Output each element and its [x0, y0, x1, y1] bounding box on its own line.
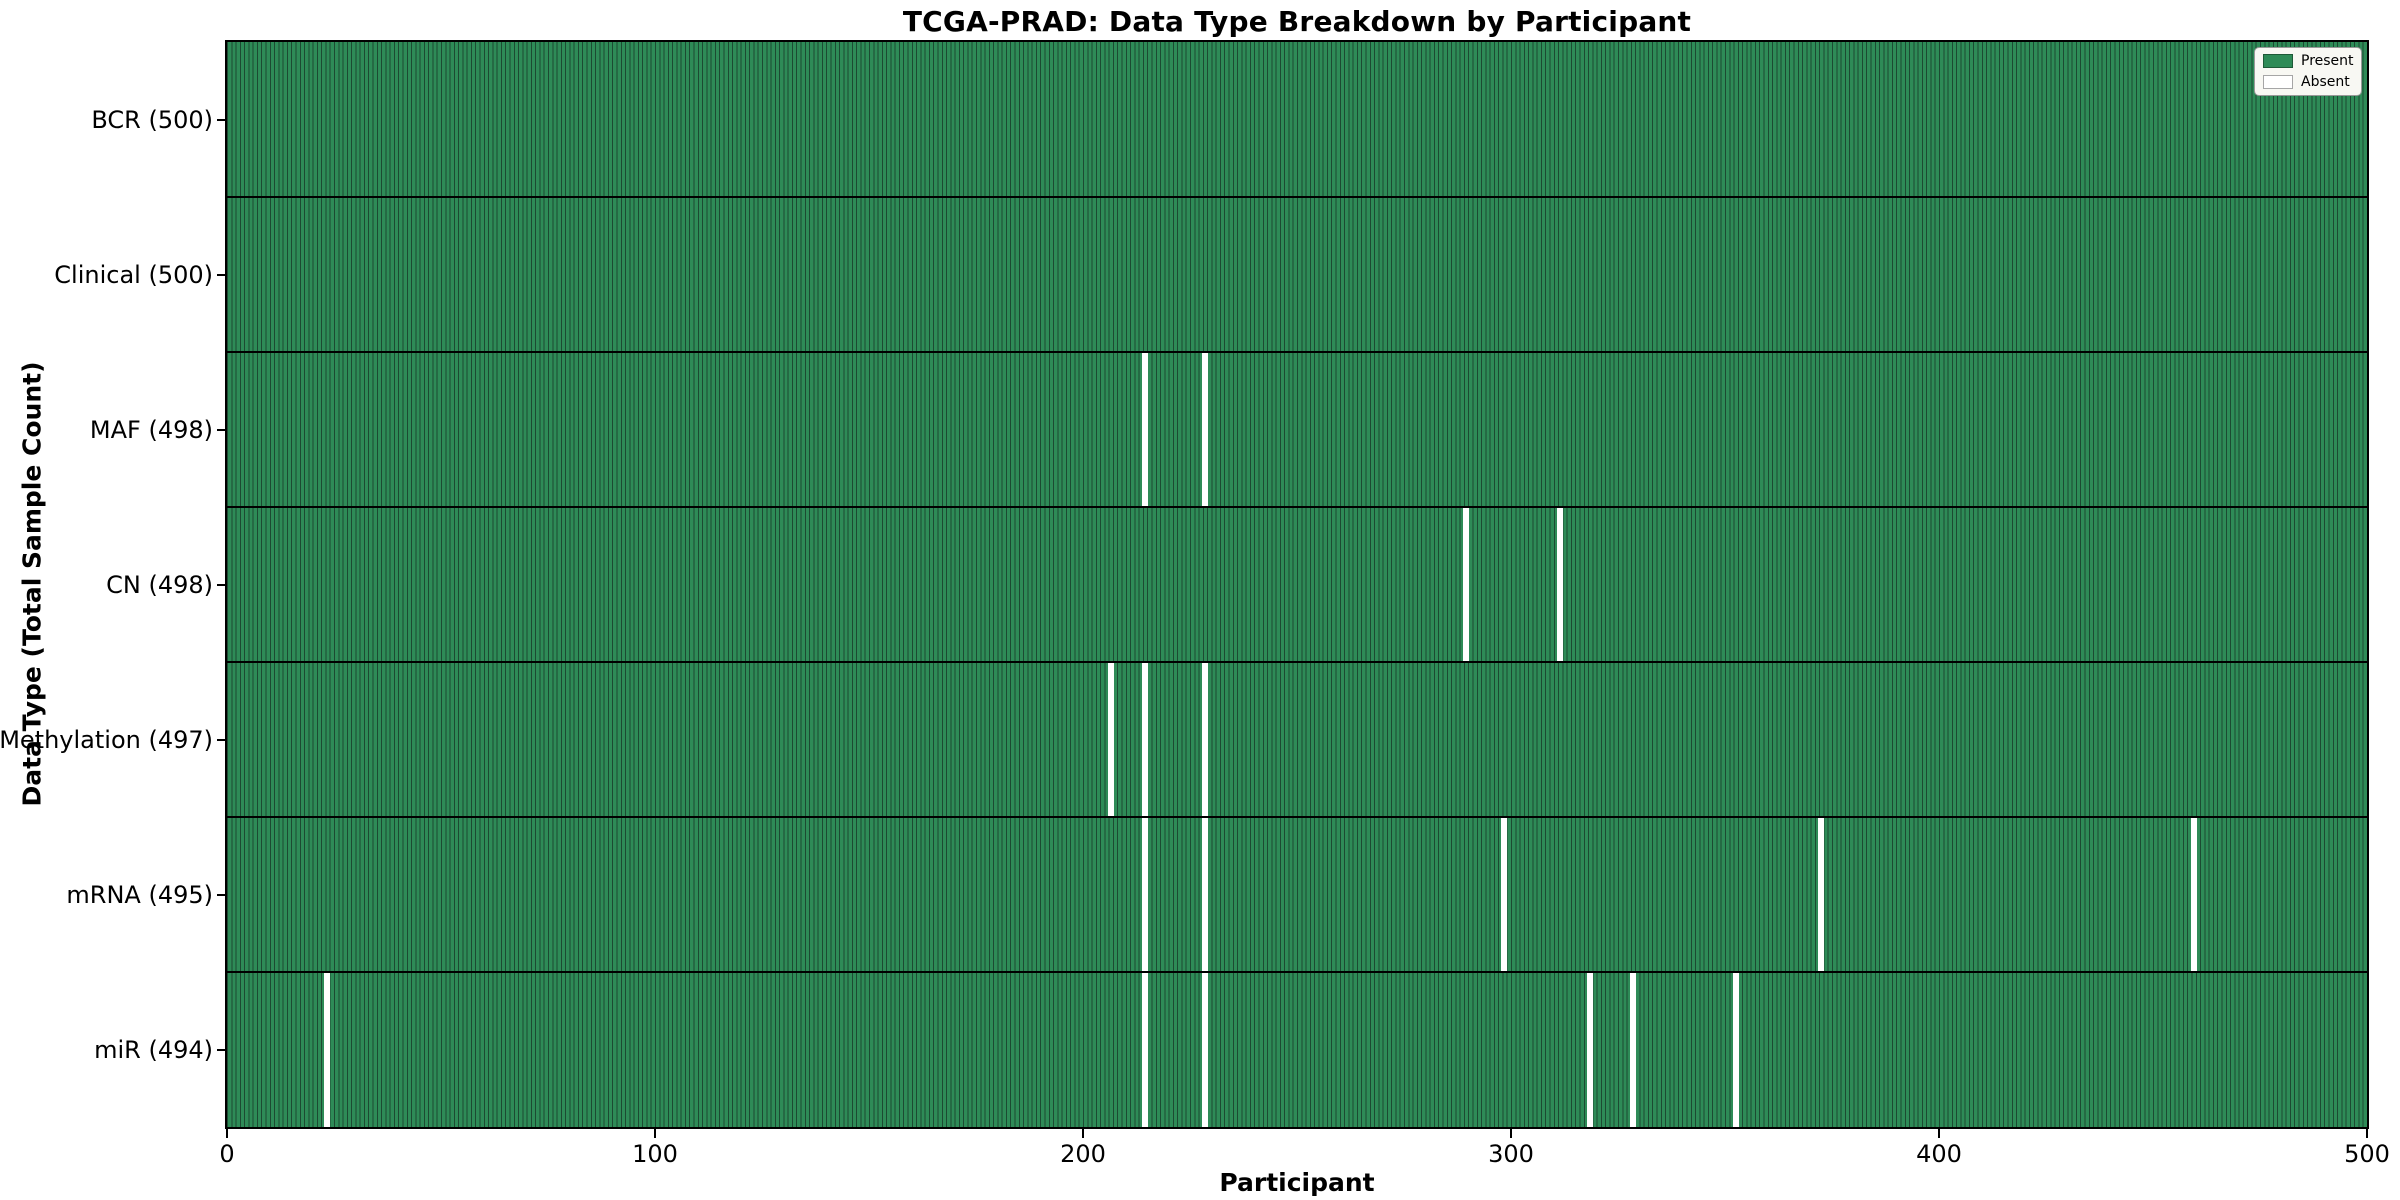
- row-divider: [227, 351, 2367, 353]
- ytick-mark: [217, 583, 225, 586]
- ytick-mark: [217, 273, 225, 276]
- absent-cell-miR-228: [1201, 972, 1208, 1127]
- xtick-label-100: 100: [632, 1140, 678, 1168]
- ytick-mark: [217, 1048, 225, 1051]
- xtick-label-0: 0: [219, 1140, 235, 1168]
- row-divider: [227, 661, 2367, 663]
- legend-label-absent: Absent: [2301, 74, 2350, 90]
- xtick-mark: [2366, 1129, 2368, 1138]
- row-divider: [227, 971, 2367, 973]
- absent-cell-miR-23: [324, 972, 331, 1127]
- ytick-label-miR: miR (494): [94, 1035, 213, 1064]
- absent-cell-Methylation-214: [1141, 662, 1148, 817]
- xtick-label-300: 300: [1488, 1140, 1534, 1168]
- absent-cell-miR-352: [1732, 972, 1739, 1127]
- absent-cell-MAF-228: [1201, 352, 1208, 507]
- absent-cell-mRNA-228: [1201, 817, 1208, 972]
- absent-cell-mRNA-372: [1818, 817, 1825, 972]
- ytick-label-MAF: MAF (498): [89, 415, 213, 444]
- absent-cell-miR-214: [1141, 972, 1148, 1127]
- chart-title: TCGA-PRAD: Data Type Breakdown by Partic…: [902, 5, 1692, 38]
- row-divider: [227, 816, 2367, 818]
- xtick-label-400: 400: [1916, 1140, 1962, 1168]
- legend-item-absent: Absent: [2263, 75, 2353, 89]
- legend-swatch-present: [2263, 54, 2293, 68]
- ytick-label-mRNA: mRNA (495): [66, 880, 213, 909]
- x-axis-label: Participant: [1219, 1168, 1375, 1197]
- ytick-label-BCR: BCR (500): [91, 105, 213, 134]
- absent-cell-CN-311: [1557, 507, 1564, 662]
- absent-cell-mRNA-459: [2190, 817, 2197, 972]
- ytick-label-Methylation: Methylation (497): [0, 725, 213, 754]
- xtick-mark: [1082, 1129, 1084, 1138]
- ytick-mark: [217, 738, 225, 741]
- ytick-label-CN: CN (498): [106, 570, 213, 599]
- absent-cell-mRNA-298: [1501, 817, 1508, 972]
- legend-swatch-absent: [2263, 75, 2293, 89]
- xtick-mark: [1510, 1129, 1512, 1138]
- absent-cell-miR-318: [1587, 972, 1594, 1127]
- xtick-mark: [226, 1129, 228, 1138]
- absent-cell-Methylation-228: [1201, 662, 1208, 817]
- row-divider: [227, 506, 2367, 508]
- ytick-mark: [217, 118, 225, 121]
- absent-cell-miR-328: [1629, 972, 1636, 1127]
- absent-cell-MAF-214: [1141, 352, 1148, 507]
- absent-cell-CN-289: [1462, 507, 1469, 662]
- legend: Present Absent: [2254, 47, 2362, 96]
- xtick-mark: [1938, 1129, 1940, 1138]
- legend-item-present: Present: [2263, 53, 2354, 69]
- legend-label-present: Present: [2301, 53, 2354, 69]
- absent-cell-Methylation-206: [1107, 662, 1114, 817]
- ytick-mark: [217, 893, 225, 896]
- ytick-mark: [217, 428, 225, 431]
- xtick-mark: [654, 1129, 656, 1138]
- xtick-label-500: 500: [2344, 1140, 2390, 1168]
- ytick-label-Clinical: Clinical (500): [54, 260, 213, 289]
- xtick-label-200: 200: [1060, 1140, 1106, 1168]
- row-divider: [227, 196, 2367, 198]
- plot-area: Present Absent: [225, 40, 2369, 1129]
- absent-cell-mRNA-214: [1141, 817, 1148, 972]
